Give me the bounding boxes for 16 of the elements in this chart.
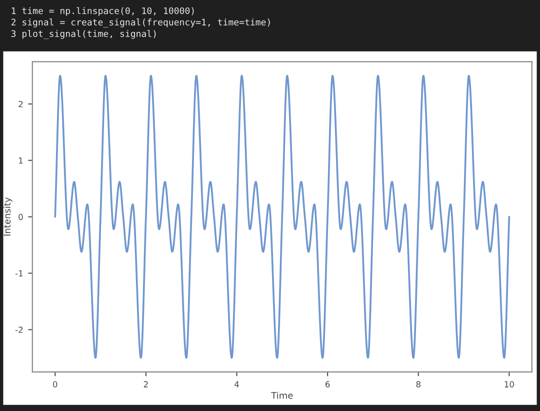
- text: 1 time = np.linspace(0, 10, 10000): [12, 7, 194, 16]
- x-axis-title: Time: [271, 392, 293, 399]
- y-tick-label: 1: [18, 157, 23, 164]
- y-tick-label: 0: [18, 214, 23, 220]
- y-tick-label: 2: [18, 100, 23, 108]
- text: 3 plot_signal(time, signal): [11, 30, 156, 40]
- y-axis-title: Intensity: [4, 197, 12, 236]
- x-tick-label: 0: [53, 381, 58, 388]
- y-tick-label: -2: [15, 326, 23, 333]
- x-tick-label: 8: [416, 381, 420, 388]
- x-tick-label: 6: [325, 381, 330, 388]
- y-tick-label: -1: [15, 270, 23, 276]
- text: 2 signal = create_signal(frequency=1, time=time): [11, 18, 270, 28]
- x-tick-label: 2: [144, 381, 148, 388]
- x-tick-label: 4: [234, 381, 239, 388]
- x-tick-label: 10: [504, 381, 514, 388]
